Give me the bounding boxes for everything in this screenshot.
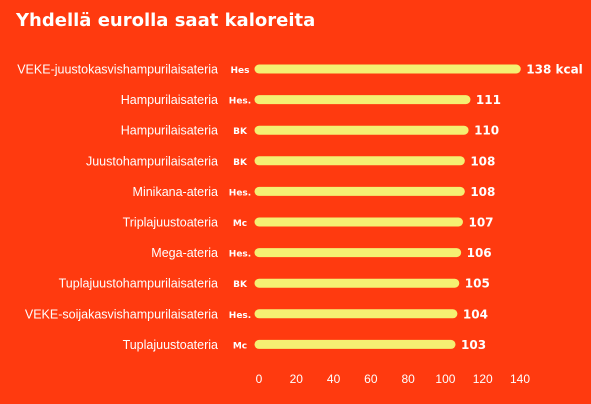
chart-title: Yhdellä eurolla saat kaloreita: [15, 10, 315, 31]
value-label: 104: [463, 307, 488, 321]
brand-label: Hes.: [229, 250, 251, 260]
category-label: Tuplajuustohampurilaisateria: [59, 277, 218, 291]
x-tick-label: 0: [256, 372, 263, 386]
bar-row: Minikana-ateria Hes. 108: [133, 185, 496, 199]
x-tick-label: 140: [510, 372, 530, 386]
brand-label: BK: [233, 127, 248, 137]
bar-row: Mega-ateria Hes. 106: [151, 246, 491, 260]
value-label: 108: [470, 154, 495, 168]
bar-row: Juustohampurilaisateria BK 108: [86, 154, 495, 168]
category-label: Triplajuustoateria: [123, 216, 218, 230]
bar-row: VEKE-juustokasvishampurilaisateria Hes 138…: [17, 63, 583, 77]
brand-label: Hes.: [229, 188, 251, 198]
value-label: 138 kcal: [526, 63, 583, 77]
category-label: Tuplajuustoateria: [123, 338, 218, 352]
x-tick-label: 40: [327, 372, 341, 386]
category-label: Juustohampurilaisateria: [86, 154, 218, 168]
brand-label: Hes.: [229, 97, 251, 107]
value-label: 105: [465, 277, 490, 291]
bar-row: Hampurilaisateria BK 110: [121, 124, 499, 138]
category-label: Hampurilaisateria: [121, 93, 218, 107]
x-tick-label: 80: [401, 372, 415, 386]
brand-label: Mc: [233, 219, 247, 229]
x-tick-label: 120: [473, 372, 493, 386]
bar-row: Triplajuustoateria Mc 107: [123, 216, 494, 230]
bar-row: VEKE-soijakasvishampurilaisateria Hes. 104: [25, 307, 488, 321]
category-label: VEKE-juustokasvishampurilaisateria: [17, 63, 218, 77]
brand-label: Hes.: [229, 311, 251, 321]
category-label: VEKE-soijakasvishampurilaisateria: [25, 307, 218, 321]
x-tick-label: 20: [290, 372, 304, 386]
value-label: 106: [467, 246, 492, 260]
category-label: Minikana-ateria: [133, 185, 219, 199]
value-label: 108: [470, 185, 495, 199]
x-tick-label: 100: [435, 372, 455, 386]
brand-label: Hes: [231, 66, 250, 76]
x-axis: 0 20 40 60 80 100 120 140: [256, 372, 531, 386]
category-label: Mega-ateria: [151, 246, 218, 260]
value-label: 107: [468, 216, 493, 230]
x-tick-label: 60: [364, 372, 378, 386]
bar-row: Tuplajuustoateria Mc 103: [123, 338, 487, 352]
brand-label: BK: [233, 280, 248, 290]
brand-label: Mc: [233, 341, 247, 351]
bar-row: Tuplajuustohampurilaisateria BK 105: [59, 277, 490, 291]
category-label: Hampurilaisateria: [121, 124, 218, 138]
value-label: 110: [474, 124, 499, 138]
value-label: 111: [476, 93, 501, 107]
value-label: 103: [461, 338, 486, 352]
brand-label: BK: [233, 158, 248, 168]
bar-row: Hampurilaisateria Hes. 111: [121, 93, 501, 107]
